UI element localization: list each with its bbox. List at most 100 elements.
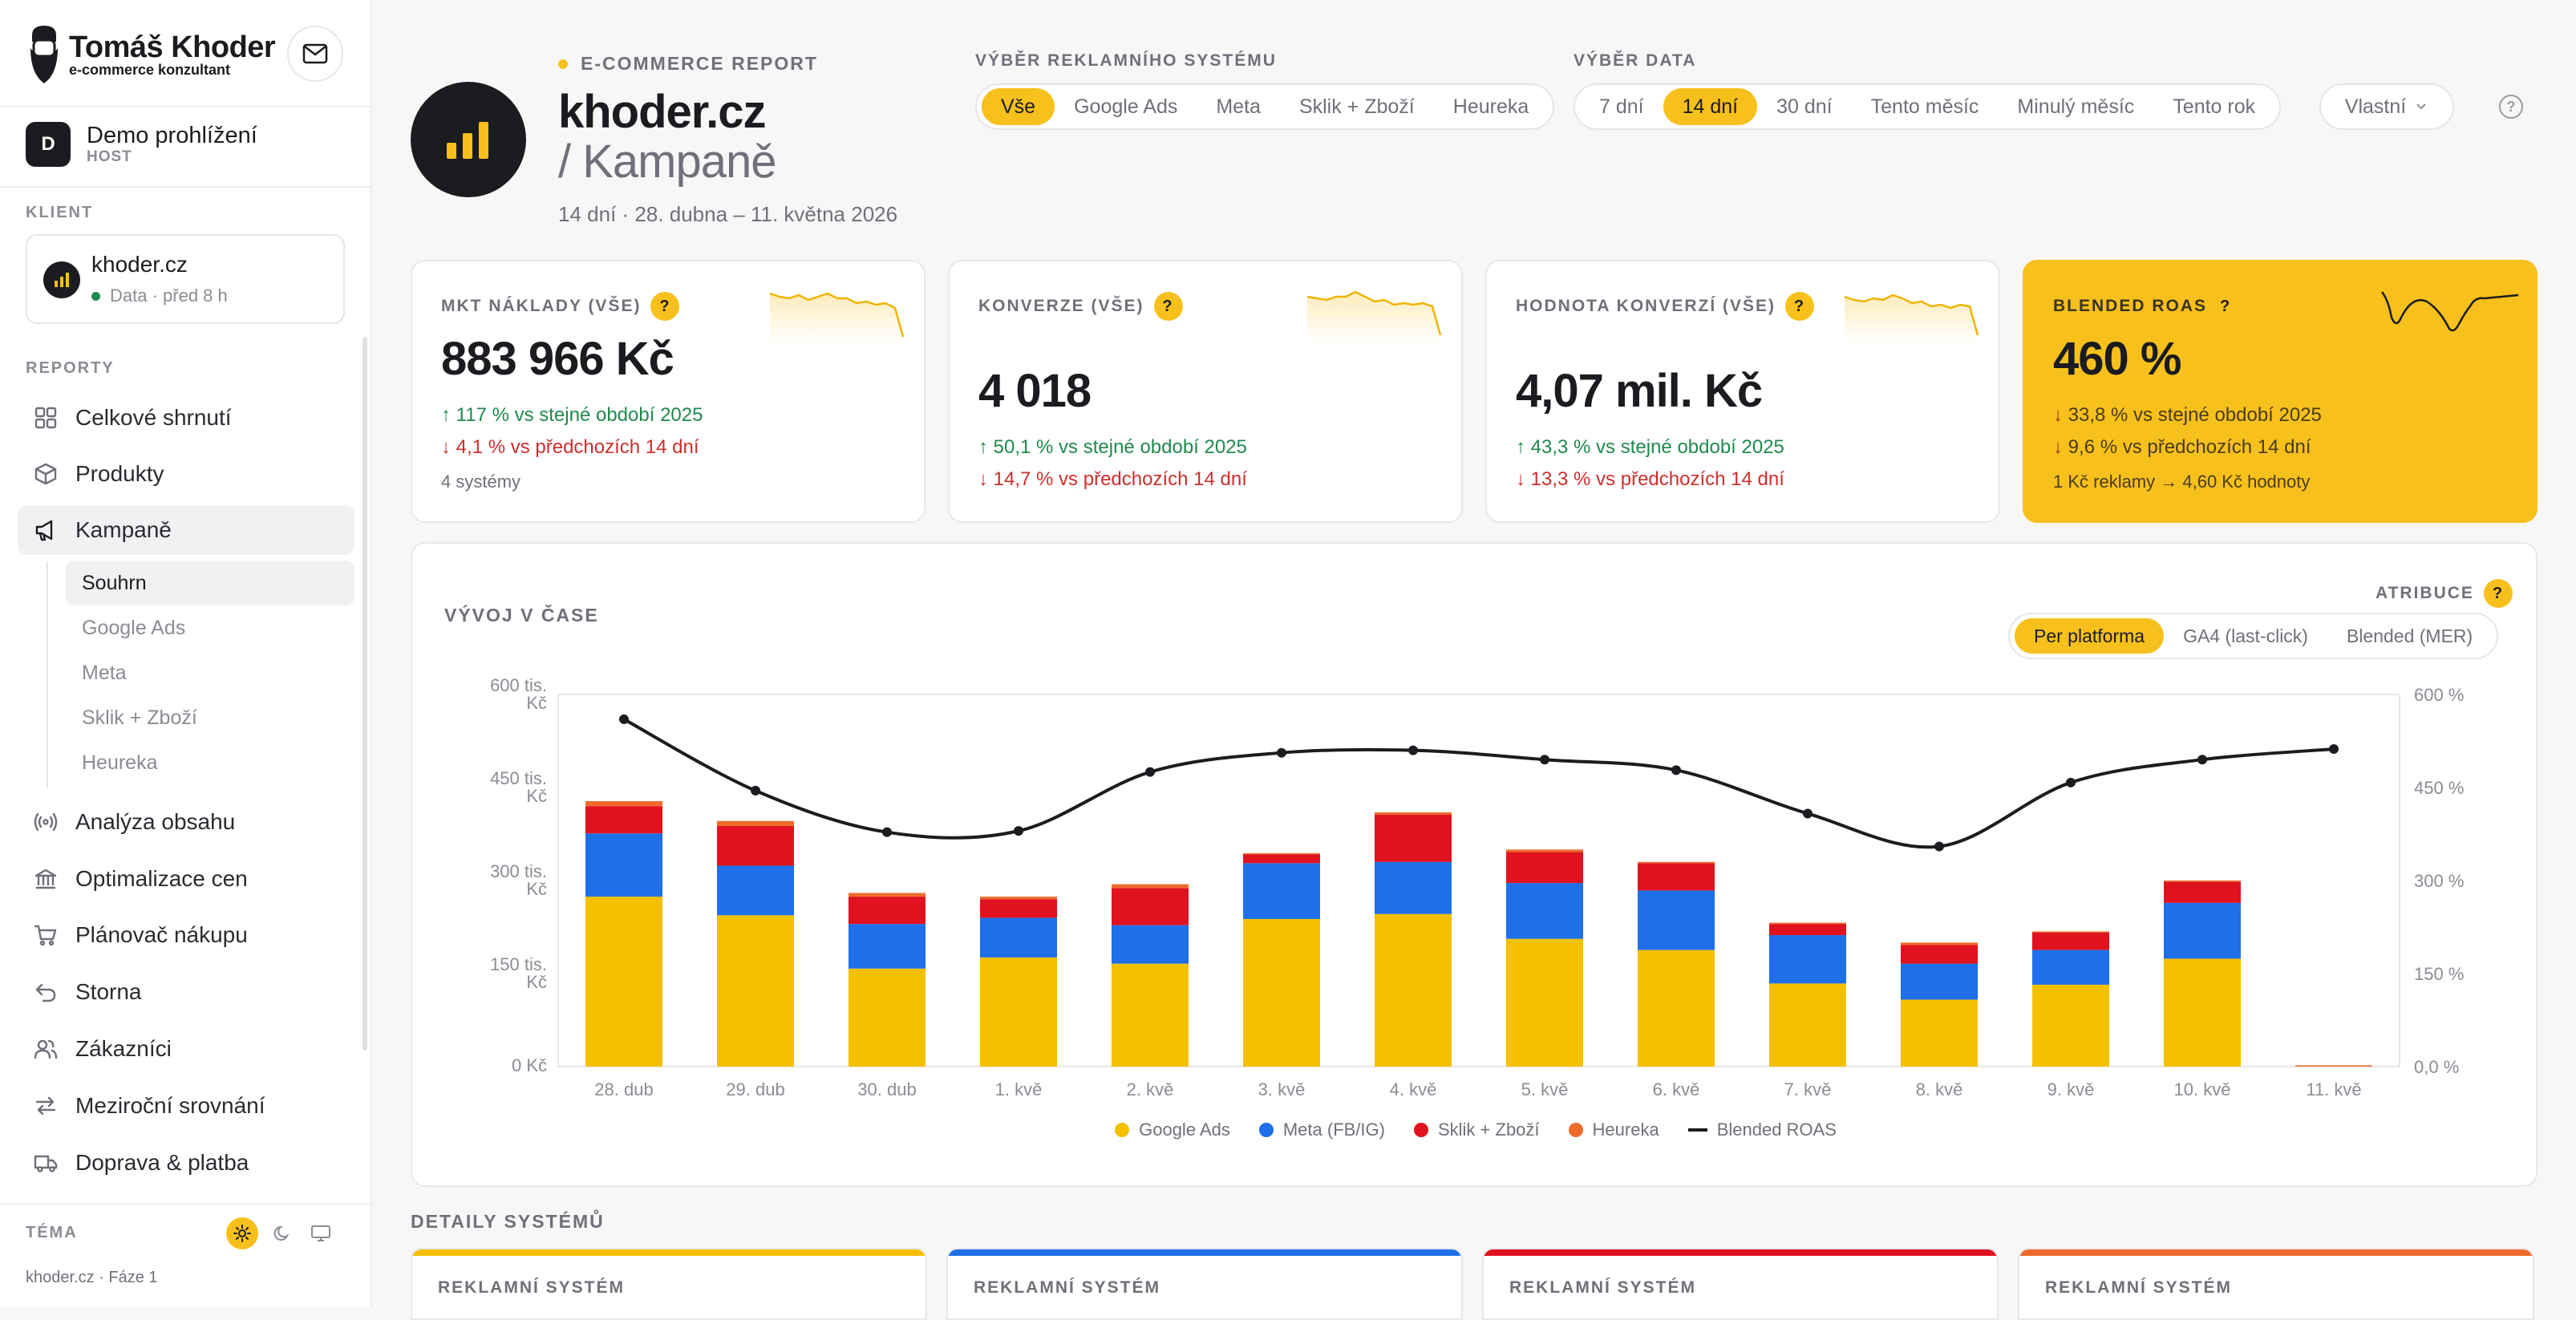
legend-swatch [1115,1123,1130,1137]
dark-theme-button[interactable] [266,1217,298,1249]
legend-swatch [1258,1123,1274,1137]
nav-item-analyza-obsahu[interactable]: Analýza obsahu [18,797,354,847]
help-badge[interactable]: ? [1785,292,1815,321]
date-minuly-mesic[interactable]: Minulý měsíc [2017,95,2135,118]
nav-item-doprava-platba[interactable]: Doprava & platba [18,1138,354,1188]
sidebar-footer: khoder.cz · Fáze 1 [26,1269,158,1286]
detail-card-google-ads[interactable]: REKLAMNÍ SYSTÉM [411,1248,927,1320]
bar-segment [1638,950,1715,1067]
kpi-label-text: KONVERZE (VŠE) [978,297,1144,315]
kpi-pop: ↓ 13,3 % vs předchozích 14 dní [1516,468,1784,491]
bar-segment [1901,942,1978,945]
client-selector[interactable]: khoder.cz Data · před 8 h [26,234,345,324]
help-badge[interactable]: ? [1153,292,1183,321]
nav-label: Storna [75,979,142,1004]
legend-item[interactable]: Heureka [1568,1120,1659,1140]
nav-item-kampane[interactable]: Kampaně [18,505,354,555]
ad-system-sklik-zbozi[interactable]: Sklik + Zboží [1298,95,1415,118]
bar-segment [1769,935,1846,984]
legend-label: Sklik + Zboží [1437,1120,1540,1140]
date-7-dni[interactable]: 7 dní [1599,95,1644,118]
bar-segment [980,899,1057,918]
subnav-meta[interactable]: Meta [82,661,127,684]
help-badge[interactable]: ? [2483,579,2513,608]
nav-item-optimalizace-cen[interactable]: Optimalizace cen [18,854,354,904]
user-role: HOST [87,148,132,165]
sidebar-scrollbar[interactable] [363,337,367,1051]
client-hero-logo [411,82,526,197]
ad-system-meta[interactable]: Meta [1216,95,1261,118]
custom-date-dropdown[interactable]: Vlastní [2319,83,2454,130]
nav-item-celkove-shrnuti[interactable]: Celkové shrnutí [18,393,354,443]
nav-item-planovac-nakupu[interactable]: Plánovač nákupu [18,910,354,960]
date-range-text: 14 dní · 28. dubna – 11. května 2026 [558,202,898,226]
system-theme-button[interactable] [305,1217,337,1249]
bar-segment [1901,945,1978,964]
x-tick-label: 29. dub [726,1079,784,1099]
attribution-per-platforma[interactable]: Per platforma [2015,618,2165,654]
attribution-ga4[interactable]: GA4 (last-click) [2183,625,2308,646]
chart-legend: Google Ads Meta (FB/IG) Sklik + Zboží He… [412,1120,2539,1140]
kpi-yoy-text: 43,3 % vs stejné období 2025 [1530,436,1784,458]
roas-point [1145,767,1155,777]
x-tick-label: 7. kvě [1784,1079,1832,1099]
bar-segment [1243,854,1320,864]
subnav-souhrn[interactable]: Souhrn [66,561,354,605]
kpi-label: MKT NÁKLADY (VŠE)? [441,292,680,321]
help-badge[interactable]: ? [650,292,680,321]
date-tento-rok[interactable]: Tento rok [2173,95,2256,118]
ad-system-google-ads[interactable]: Google Ads [1074,95,1178,118]
date-30-dni[interactable]: 30 dní [1776,95,1833,118]
status-dot [91,291,100,301]
custom-date-label: Vlastní [2344,95,2407,118]
ad-system-heureka[interactable]: Heureka [1452,95,1529,118]
box-icon [34,463,57,485]
bar-segment [849,897,925,925]
kpi-value: 460 % [2053,333,2181,385]
nav-item-storna[interactable]: Storna [18,967,354,1017]
detail-card-sklik[interactable]: REKLAMNÍ SYSTÉM [1482,1248,1999,1320]
bar-segment [1901,999,1978,1067]
detail-card-heureka[interactable]: REKLAMNÍ SYSTÉM [2018,1248,2534,1320]
attribution-blended[interactable]: Blended (MER) [2346,625,2473,646]
sparkline [769,292,905,343]
kpi-card-mkt-naklady: MKT NÁKLADY (VŠE)? 883 966 Kč ↑ 117 % vs… [411,260,925,523]
kpi-value: 883 966 Kč [441,333,674,385]
legend-item[interactable]: Google Ads [1115,1120,1230,1140]
bar-chart-icon [447,122,488,159]
trend-chart-card: VÝVOJ V ČASE ATRIBUCE? Per platforma GA4… [411,542,2538,1187]
brand[interactable]: Tomáš Khoder e-commerce konzultant [26,24,276,85]
mail-button[interactable] [287,26,343,82]
detail-card-meta[interactable]: REKLAMNÍ SYSTÉM [946,1248,1463,1320]
nav-item-zakaznici[interactable]: Zákazníci [18,1024,354,1074]
light-theme-button[interactable] [226,1217,258,1249]
user-block[interactable]: D Demo prohlížení HOST [26,122,257,167]
kpi-pop: ↓ 4,1 % vs předchozích 14 dní [441,436,699,459]
date-14-dni[interactable]: 14 dní [1663,88,1758,125]
date-tento-mesic[interactable]: Tento měsíc [1870,95,1979,118]
legend-item[interactable]: Meta (FB/IG) [1258,1120,1385,1140]
y-tick-label: 600 tis. Kč [490,675,547,713]
bar-segment [1769,924,1846,936]
subnav-google-ads[interactable]: Google Ads [82,616,186,639]
detail-label: REKLAMNÍ SYSTÉM [1509,1278,1697,1297]
bar-segment [1112,963,1189,1067]
nav-item-mezirocni-srovnani[interactable]: Meziroční srovnání [18,1081,354,1131]
x-tick-label: 30. dub [857,1079,916,1099]
legend-item[interactable]: Blended ROAS [1687,1120,1837,1140]
nav-item-produkty[interactable]: Produkty [18,449,354,499]
bar-segment [1506,849,1583,852]
arrow-down-icon: ↓ [1516,468,1531,490]
bar-segment [1112,888,1189,925]
bar-segment [1769,983,1846,1067]
kpi-label: BLENDED ROAS? [2053,292,2231,321]
subnav-heureka[interactable]: Heureka [82,751,158,774]
legend-item[interactable]: Sklik + Zboží [1413,1120,1540,1140]
y-tick-label: 150 tis. Kč [490,954,547,992]
help-badge[interactable]: ? [2220,297,2232,315]
help-icon[interactable]: ? [2499,95,2523,119]
subnav-sklik-zbozi[interactable]: Sklik + Zboží [82,706,197,729]
sparkline [1844,294,1979,343]
bar-segment [1638,863,1715,891]
ad-system-vse[interactable]: Vše [982,88,1055,125]
